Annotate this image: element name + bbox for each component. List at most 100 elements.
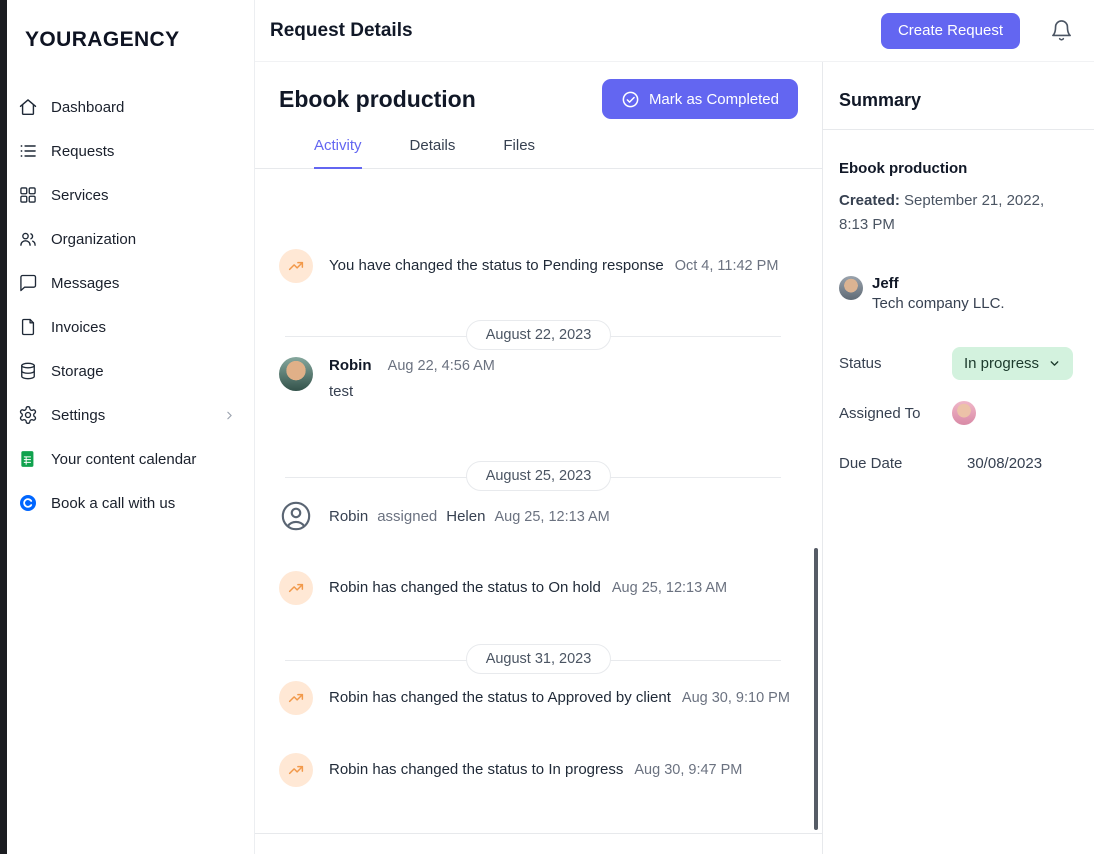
file-text-icon [18,317,38,337]
trending-up-icon [279,681,313,715]
window-edge-strip [0,0,7,854]
summary-fields: Status In progress Assigned To Due Date … [839,346,1076,480]
sidebar-item-organization[interactable]: Organization [18,217,244,261]
summary-divider [823,129,1094,130]
page-title: Request Details [270,19,413,41]
feed-status-text: Robin has changed the status to On hold [329,579,601,596]
mark-completed-button[interactable]: Mark as Completed [601,79,798,119]
trending-up-icon [279,571,313,605]
feed-status-text: Robin has changed the status to In progr… [329,761,624,778]
brand-logo: YOURAGENCY [25,28,180,51]
avatar-jeff [839,276,863,300]
bell-icon[interactable] [1050,19,1073,42]
sidebar-item-messages[interactable]: Messages [18,261,244,305]
main-area: Request Details Create Request Ebook pro… [255,0,1094,854]
assignment-actor: Robin [329,507,369,525]
sidebar-item-dashboard[interactable]: Dashboard [18,85,244,129]
feed-status-item: Robin has changed the status to On hold … [279,571,798,605]
assignment-target: Helen [446,507,486,525]
assigned-field-row: Assigned To [839,396,1076,430]
spreadsheet-icon [18,449,38,469]
sidebar-item-storage[interactable]: Storage [18,349,244,393]
date-divider-label: August 31, 2023 [465,644,612,674]
feed-status-text: You have changed the status to Pending r… [329,257,664,274]
mark-completed-label: Mark as Completed [648,90,779,108]
date-divider: August 25, 2023 [279,461,798,492]
sidebar-item-requests[interactable]: Requests [18,129,244,173]
sidebar: YOURAGENCY Dashboard Requests Services [7,0,255,854]
due-date-field-row: Due Date 30/08/2023 [839,446,1076,480]
feed-status-text: Robin has changed the status to Approved… [329,689,671,706]
list-icon [18,141,38,161]
summary-title: Summary [839,90,922,110]
feed-comment-item: Robin Aug 22, 4:56 AM test [279,357,798,400]
sidebar-item-label: Messages [51,274,120,292]
request-detail-panel: Ebook production Mark as Completed Activ… [255,62,823,854]
status-field-row: Status In progress [839,346,1076,380]
create-request-button[interactable]: Create Request [880,12,1020,49]
tab-details[interactable]: Details [409,137,456,154]
due-date-label: Due Date [839,454,903,472]
check-circle-icon [622,91,639,107]
date-divider: August 22, 2023 [279,320,798,351]
feed-timestamp: Aug 25, 12:13 AM [494,508,610,525]
date-divider: August 31, 2023 [279,644,798,675]
sidebar-item-label: Your content calendar [51,450,197,468]
user-circle-icon [279,499,313,533]
vertical-scrollbar[interactable] [814,548,818,830]
trending-up-icon [279,249,313,283]
people-icon [18,229,38,249]
feed-assignment-item: Robin assigned Helen Aug 25, 12:13 AM [279,499,798,533]
client-name: Jeff [872,275,899,292]
grid-icon [18,185,38,205]
date-divider-label: August 22, 2023 [465,320,612,350]
home-icon [18,97,38,117]
sidebar-item-book-call[interactable]: Book a call with us [18,481,244,525]
feed-timestamp: Aug 25, 12:13 AM [611,580,728,596]
sidebar-item-label: Settings [51,406,106,424]
feed-timestamp: Aug 30, 9:47 PM [634,762,743,778]
client-company: Tech company LLC. [872,295,1005,312]
composer-top-edge [255,833,822,854]
sidebar-item-label: Invoices [51,318,107,336]
avatar-robin [279,357,313,391]
trending-up-icon [279,753,313,787]
feed-status-item: Robin has changed the status to Approved… [279,681,798,715]
sidebar-item-label: Services [51,186,109,204]
feed-timestamp: Oct 4, 11:42 PM [674,258,779,274]
status-label: Status [839,354,882,372]
status-value: In progress [964,354,1040,372]
date-divider-label: August 25, 2023 [465,461,612,491]
feed-timestamp: Aug 30, 9:10 PM [681,690,790,706]
summary-created: Created: September 21, 2022, 8:13 PM [839,189,1076,237]
sidebar-item-label: Organization [51,230,137,248]
tab-files[interactable]: Files [503,137,536,154]
request-tabs: Activity Details Files [255,137,822,169]
request-title: Ebook production [279,85,476,112]
sidebar-item-label: Book a call with us [51,494,176,512]
summary-panel: Summary Ebook production Created: Septem… [823,62,1094,854]
sidebar-item-settings[interactable]: Settings [18,393,244,437]
tab-activity[interactable]: Activity [314,137,362,169]
create-request-label: Create Request [897,22,1003,39]
due-date-value: 30/08/2023 [967,454,1043,472]
assigned-avatar[interactable] [952,401,976,425]
chevron-down-icon [1050,360,1059,366]
calendly-icon [18,493,38,513]
status-dropdown[interactable]: In progress [952,346,1074,380]
feed-status-item: You have changed the status to Pending r… [279,249,798,283]
chevron-right-icon [223,409,236,422]
top-header: Request Details Create Request [255,0,1094,62]
assigned-label: Assigned To [839,404,921,422]
activity-feed: You have changed the status to Pending r… [279,249,798,787]
sidebar-item-invoices[interactable]: Invoices [18,305,244,349]
client-block: Jeff Tech company LLC. [839,275,1076,312]
sidebar-item-services[interactable]: Services [18,173,244,217]
sidebar-item-label: Dashboard [51,98,125,116]
feed-timestamp: Aug 22, 4:56 AM [387,358,495,374]
gear-icon [18,405,38,425]
sidebar-item-label: Requests [51,142,115,160]
comment-body: test [329,383,354,400]
sidebar-item-content-calendar[interactable]: Your content calendar [18,437,244,481]
